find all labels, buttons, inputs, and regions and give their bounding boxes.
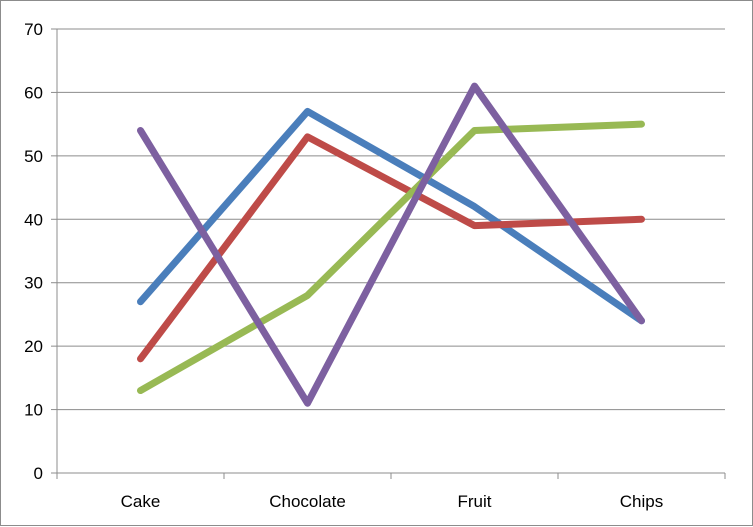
series-lines [137,82,645,407]
series-line-1 [137,107,645,325]
x-tick-label: Chips [620,492,663,511]
y-tick-label: 60 [24,83,43,102]
series-line-3 [137,120,645,395]
y-tick-label: 40 [24,210,43,229]
y-tick-label: 20 [24,337,43,356]
y-tick-label: 30 [24,274,43,293]
y-tick-label: 0 [34,464,43,483]
x-tick-label: Cake [121,492,161,511]
y-tick-label: 50 [24,147,43,166]
series-line-4 [137,82,645,407]
y-tick-label: 10 [24,401,43,420]
axes [51,28,726,479]
x-tick-label: Chocolate [269,492,346,511]
y-tick-label: 70 [24,20,43,39]
series-line-2 [137,133,645,363]
tick-labels: 0 10 20 30 40 50 60 70 Cake Chocolate Fruit Chips [24,20,663,511]
x-tick-label: Fruit [458,492,492,511]
